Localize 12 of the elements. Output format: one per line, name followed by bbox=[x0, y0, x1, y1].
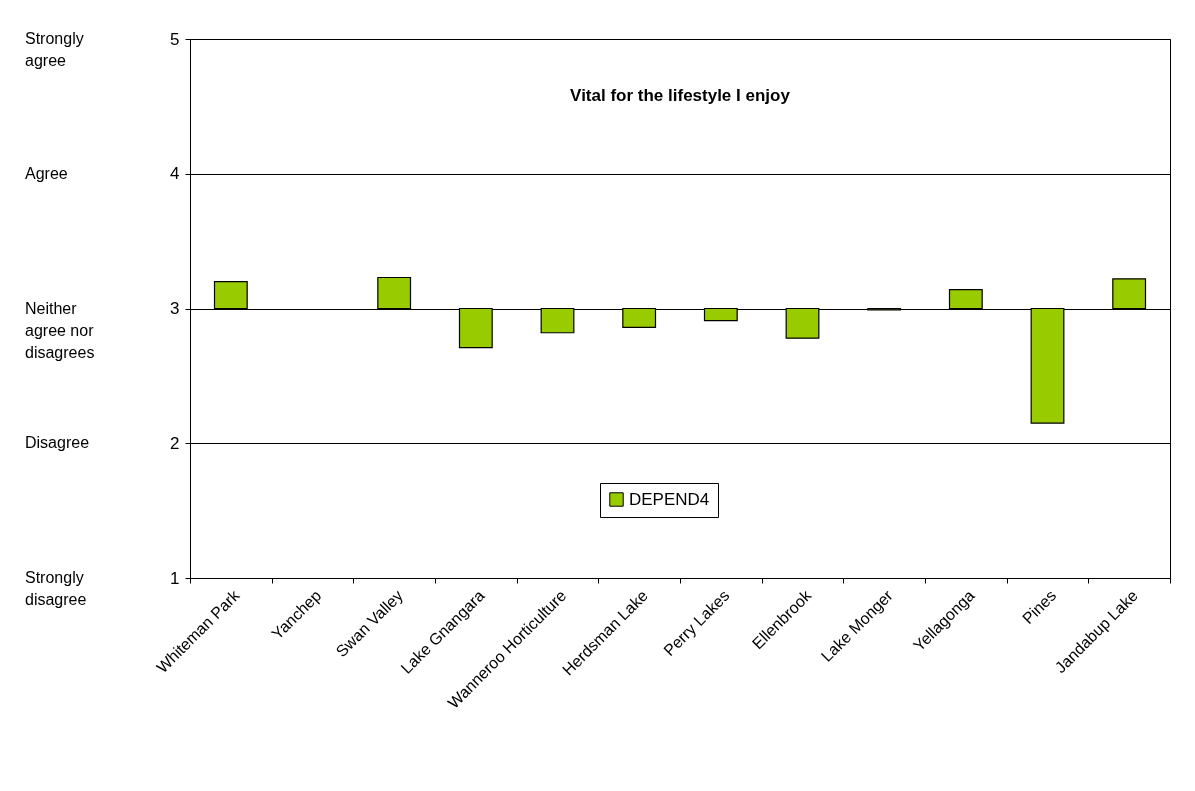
y-tick-label: 1 bbox=[170, 568, 180, 588]
y-tick-label: 2 bbox=[170, 433, 180, 453]
text: Neither agree nor disagrees bbox=[25, 299, 95, 361]
text: Strongly agree bbox=[25, 30, 84, 69]
text: Strongly disagree bbox=[25, 569, 87, 608]
y-tick-label: 3 bbox=[170, 299, 180, 318]
text: Disagree bbox=[25, 434, 90, 452]
text: Agree bbox=[25, 164, 68, 182]
y-tick-label: 5 bbox=[170, 29, 180, 49]
y-tick-label: 4 bbox=[170, 164, 180, 184]
legend-label: DEPEND4 bbox=[629, 489, 710, 509]
text: Vital for the lifestyle I enjoy bbox=[570, 86, 791, 105]
